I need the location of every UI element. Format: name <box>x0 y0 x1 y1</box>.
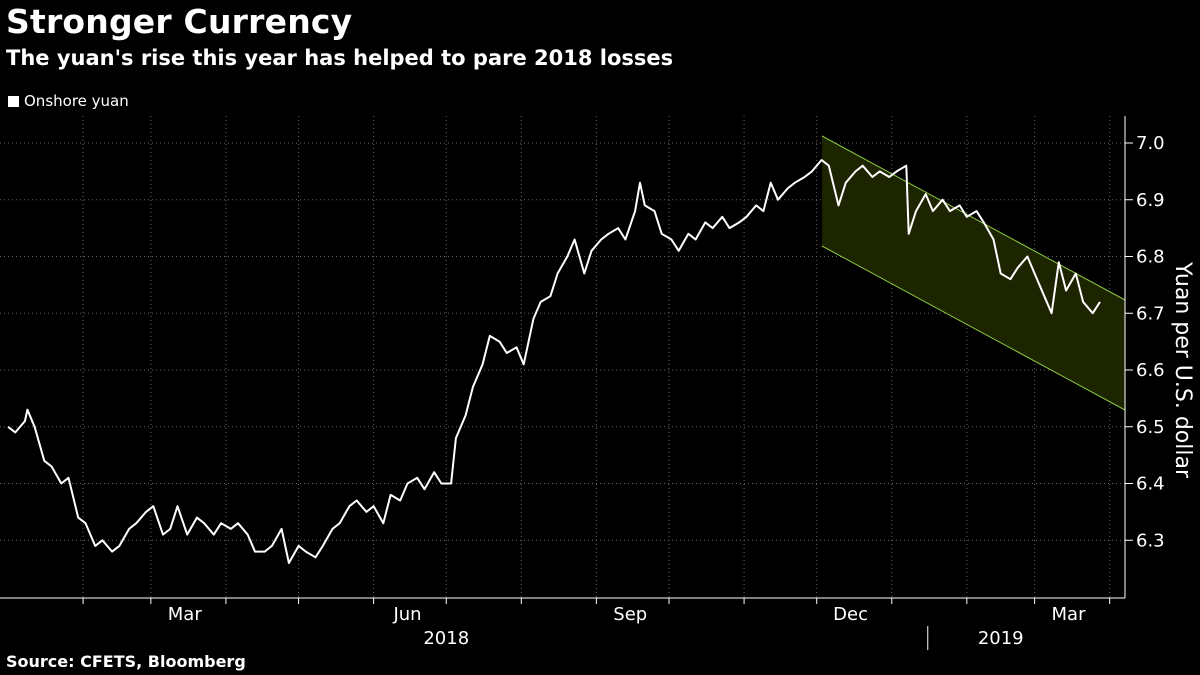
channel-fill <box>822 136 1125 410</box>
gridlines <box>0 116 1125 598</box>
channel-lower-edge <box>821 245 1126 411</box>
axes: 6.3 6.4 6.5 6.6 6.7 6.8 6.9 7.0 Mar Jun Sep Dec Mar 2… <box>0 116 1165 650</box>
year-label: 2018 <box>423 628 469 649</box>
series-line-onshore-yuan <box>7 159 1101 564</box>
legend-label: Onshore yuan <box>24 92 129 110</box>
legend-swatch <box>8 95 19 107</box>
year-label: 2019 <box>978 628 1024 649</box>
y-tick-label: 6.6 <box>1136 360 1165 381</box>
y-tick-label: 6.3 <box>1136 530 1165 551</box>
series-layer <box>7 159 1101 564</box>
y-tick-label: 6.9 <box>1136 190 1165 211</box>
y-tick-label: 6.4 <box>1136 474 1165 495</box>
x-tick-label: Jun <box>392 604 421 625</box>
y-tick-label: 7.0 <box>1136 133 1165 154</box>
y-tick-label: 6.5 <box>1136 417 1165 438</box>
chart-subtitle: The yuan's rise this year has helped to … <box>6 46 674 70</box>
chart-title: Stronger Currency <box>6 2 353 41</box>
x-tick-label: Mar <box>1052 604 1087 625</box>
source-note: Source: CFETS, Bloomberg <box>6 652 246 671</box>
y-axis-title: Yuan per U.S. dollar <box>1170 261 1195 479</box>
channel-upper-edge <box>821 135 1126 301</box>
x-tick-label: Dec <box>833 604 868 625</box>
legend: Onshore yuan <box>8 92 129 110</box>
y-tick-label: 6.7 <box>1136 303 1165 324</box>
y-tick-label: 6.8 <box>1136 247 1165 268</box>
x-tick-label: Sep <box>613 604 647 625</box>
x-tick-label: Mar <box>168 604 203 625</box>
trend-channel <box>821 135 1126 411</box>
